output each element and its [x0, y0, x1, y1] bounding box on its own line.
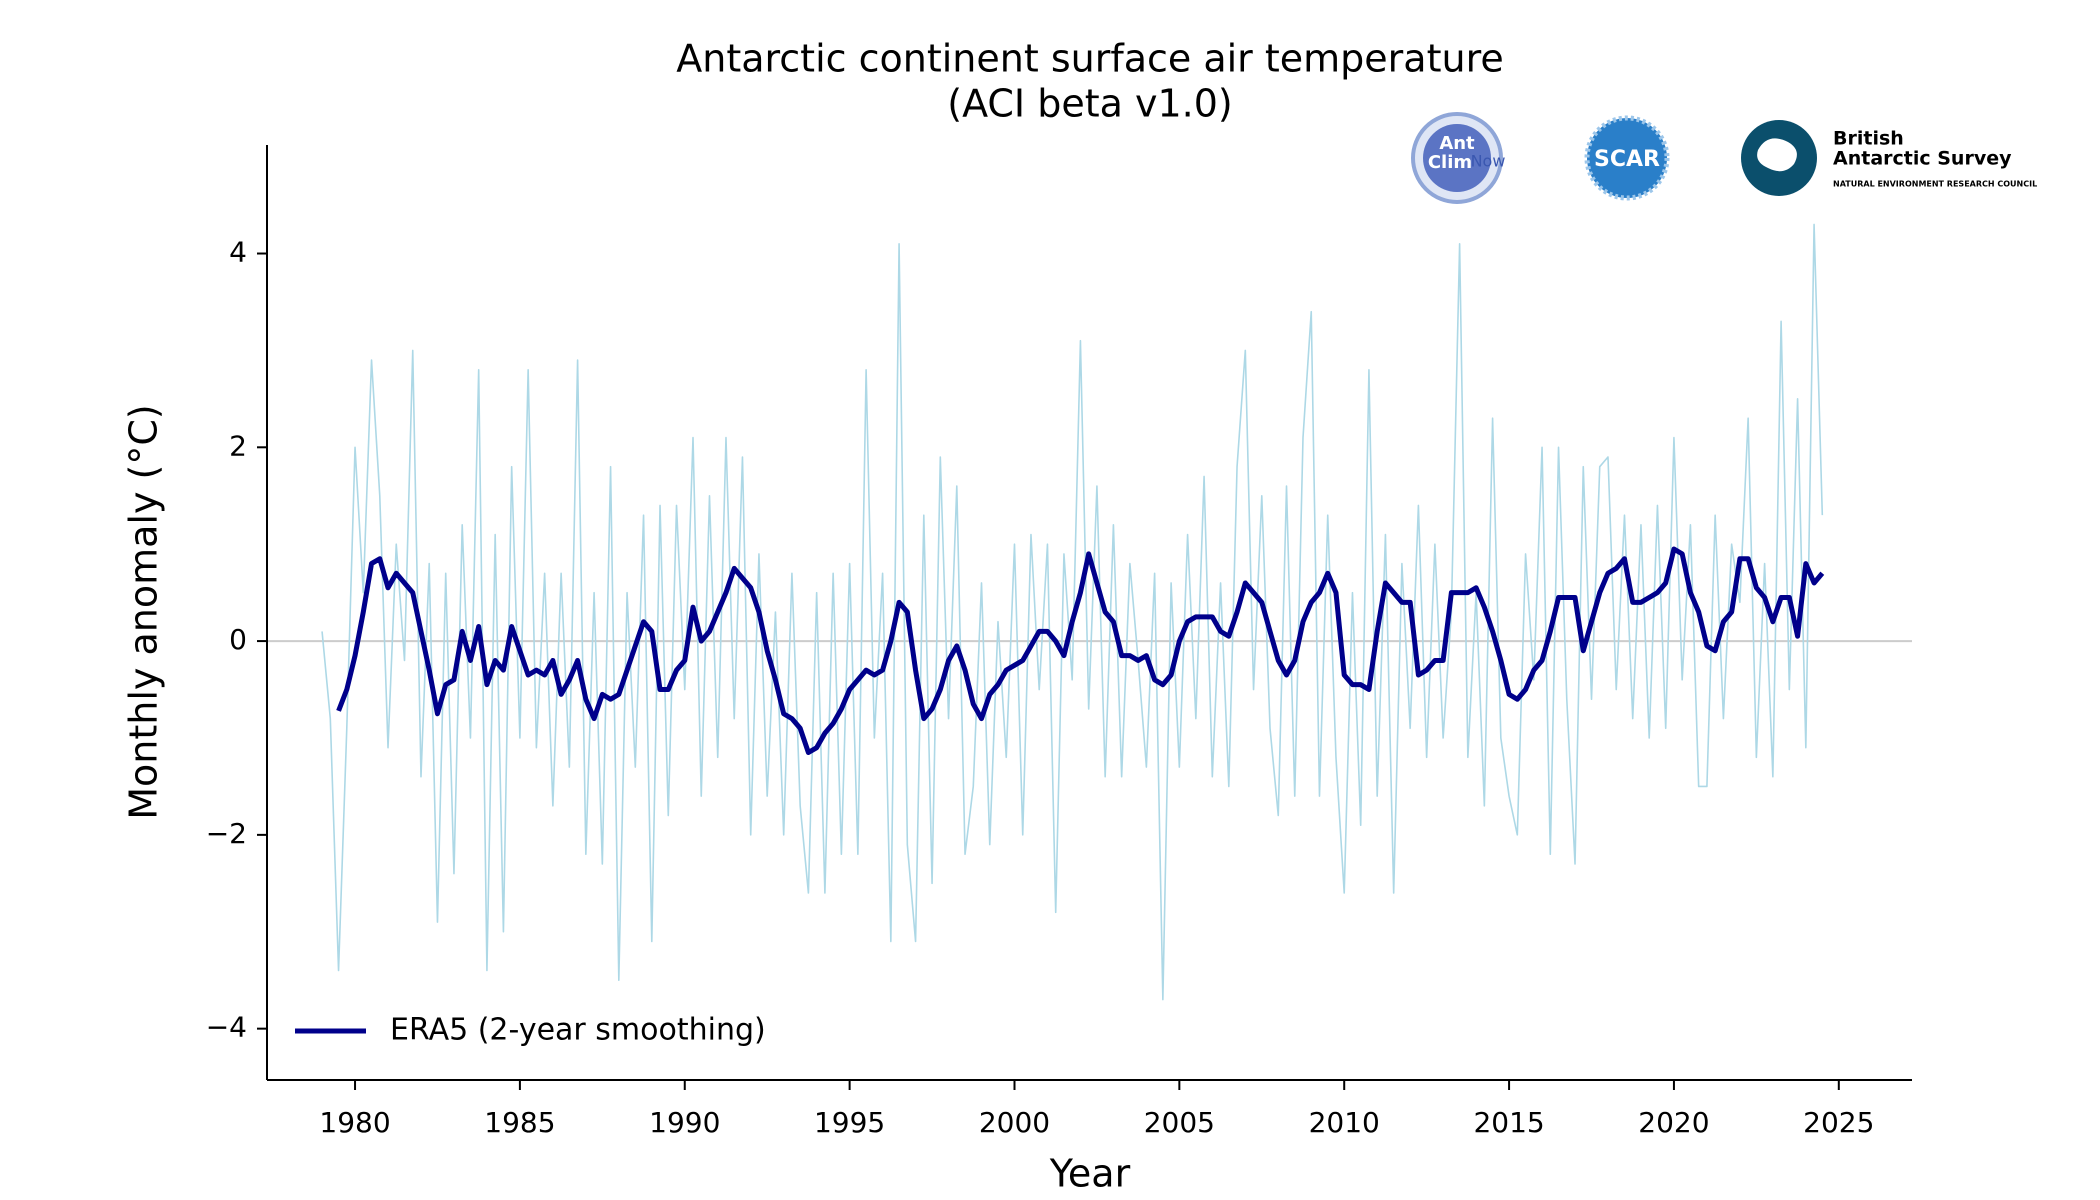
logo-text: Ant — [1439, 133, 1475, 154]
x-axis-label: Year — [1049, 1152, 1131, 1196]
chart-title: Antarctic continent surface air temperat… — [676, 37, 1504, 81]
y-tick-label: 0 — [229, 623, 247, 656]
y-tick-label: 4 — [229, 236, 247, 269]
logo-bas: British Antarctic Survey NATURAL ENVIRON… — [1741, 120, 2037, 196]
x-tick-label: 1980 — [319, 1106, 390, 1139]
logo-text: British — [1833, 128, 1904, 150]
logo-text: Antarctic Survey — [1833, 148, 2012, 170]
x-tick-label: 1995 — [814, 1106, 885, 1139]
x-tick-label: 2005 — [1144, 1106, 1215, 1139]
series-line — [321, 223, 1824, 1001]
x-tick-label: 1985 — [484, 1106, 555, 1139]
legend-label: ERA5 (2-year smoothing) — [390, 1013, 766, 1048]
series-line — [336, 546, 1825, 756]
x-tick-label: 2025 — [1803, 1106, 1874, 1139]
logo-text: Clim — [1428, 152, 1472, 173]
logo-scar: SCAR — [1584, 115, 1670, 201]
x-tick-label: 2015 — [1473, 1106, 1544, 1139]
y-tick-label: −2 — [206, 817, 247, 850]
x-tick-label: 2010 — [1309, 1106, 1380, 1139]
x-tick-label: 2000 — [979, 1106, 1050, 1139]
logo-antclimnow: Ant Clim Now — [1411, 112, 1506, 204]
logo-text: SCAR — [1594, 147, 1660, 172]
logo-continent — [1757, 138, 1797, 172]
logo-text: Now — [1471, 152, 1506, 171]
logo-text: NATURAL ENVIRONMENT RESEARCH COUNCIL — [1833, 180, 2037, 189]
y-axis-label: Monthly anomaly (°C) — [122, 404, 166, 819]
y-tick-label: −4 — [206, 1011, 247, 1044]
x-tick-label: 1990 — [649, 1106, 720, 1139]
x-tick-label: 2020 — [1638, 1106, 1709, 1139]
logo-disc — [1584, 115, 1670, 201]
y-tick-label: 2 — [229, 429, 247, 462]
chart-subtitle: (ACI beta v1.0) — [947, 82, 1232, 126]
logo-disc — [1423, 124, 1491, 192]
